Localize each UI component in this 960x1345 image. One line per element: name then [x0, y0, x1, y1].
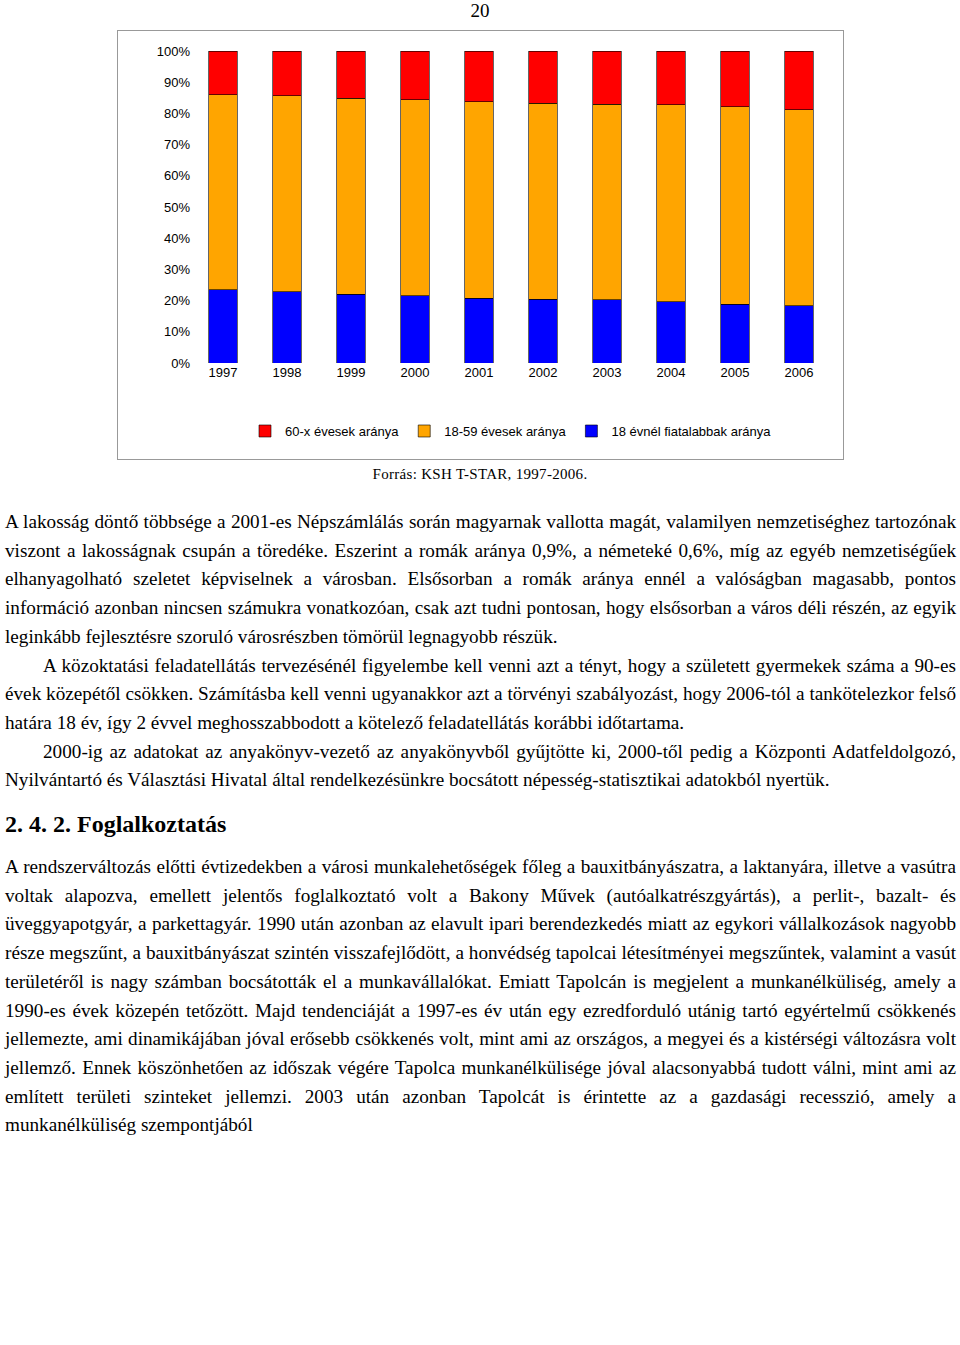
- svg-text:2005: 2005: [721, 365, 750, 380]
- svg-text:60%: 60%: [164, 168, 190, 183]
- svg-text:2002: 2002: [529, 365, 558, 380]
- svg-text:0%: 0%: [171, 356, 190, 371]
- svg-text:30%: 30%: [164, 262, 190, 277]
- svg-text:60-x évesek aránya: 60-x évesek aránya: [285, 424, 399, 439]
- svg-text:40%: 40%: [164, 231, 190, 246]
- svg-text:1999: 1999: [337, 365, 366, 380]
- svg-text:20%: 20%: [164, 293, 190, 308]
- svg-text:2006: 2006: [785, 365, 814, 380]
- svg-text:2000: 2000: [401, 365, 430, 380]
- svg-text:18 évnél fiatalabbak aránya: 18 évnél fiatalabbak aránya: [611, 424, 771, 439]
- svg-text:18-59 évesek aránya: 18-59 évesek aránya: [444, 424, 566, 439]
- html-text:2. 4. 2. Foglalkoztatás: 2. 4. 2. Foglalkoztatás: [5, 811, 227, 837]
- svg-text:1997: 1997: [209, 365, 238, 380]
- svg-text:1998: 1998: [273, 365, 302, 380]
- svg-text:2003: 2003: [593, 365, 622, 380]
- html-text:A rendszerváltozás előtti évti: A rendszerváltozás előtti évtizedekben a…: [5, 856, 956, 1136]
- svg-text:100%: 100%: [157, 44, 191, 59]
- svg-text:70%: 70%: [164, 137, 190, 152]
- html-text:2000-ig az adatokat az anyakön: 2000-ig az adatokat az anyakönyv-vezető …: [5, 740, 956, 791]
- svg-text:2004: 2004: [657, 365, 686, 380]
- svg-text:2001: 2001: [465, 365, 494, 380]
- svg-text:80%: 80%: [164, 106, 190, 121]
- svg-text:50%: 50%: [164, 200, 190, 215]
- html-text:A lakosság döntő többsége a 20: A lakosság döntő többsége a 2001-es Néps…: [5, 511, 956, 647]
- html-text:20: 20: [470, 0, 490, 21]
- html-text:A közoktatási feladatellátás t: A közoktatási feladatellátás tervezéséné…: [5, 654, 956, 733]
- svg-text:90%: 90%: [164, 75, 190, 90]
- svg-text:10%: 10%: [164, 324, 190, 339]
- html-text:Forrás: KSH T-STAR, 1997-2006.: Forrás: KSH T-STAR, 1997-2006.: [372, 466, 588, 482]
